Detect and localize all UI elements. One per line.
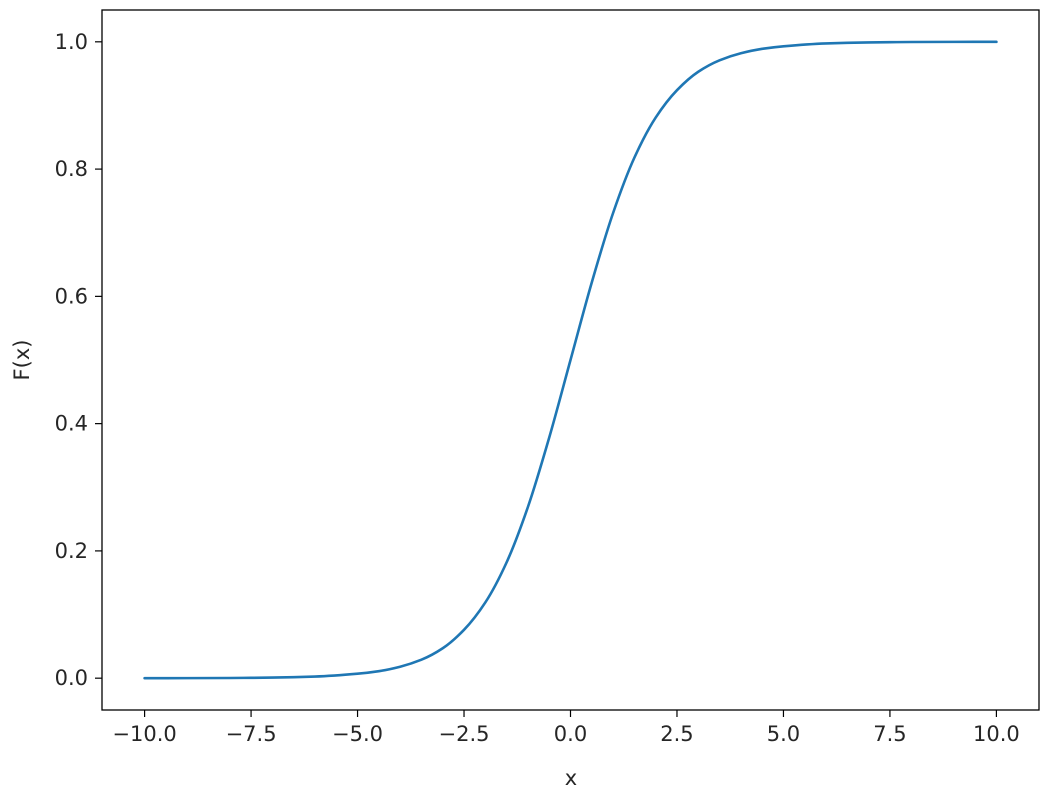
x-tick-label: −5.0 bbox=[332, 722, 383, 746]
x-axis-ticks: −10.0 −7.5 −5.0 −2.5 0.0 2.5 5.0 7.5 10.0 bbox=[112, 710, 1020, 746]
x-tick-label: 5.0 bbox=[767, 722, 800, 746]
y-tick-label: 1.0 bbox=[55, 30, 88, 54]
y-axis-label: F(x) bbox=[10, 340, 34, 381]
y-tick-label: 0.0 bbox=[55, 666, 88, 690]
y-tick-label: 0.8 bbox=[55, 157, 88, 181]
x-tick-label: 7.5 bbox=[873, 722, 906, 746]
y-tick-label: 0.2 bbox=[55, 539, 88, 563]
y-tick-label: 0.6 bbox=[55, 284, 88, 308]
x-axis-label: x bbox=[565, 766, 577, 790]
x-tick-label: 10.0 bbox=[973, 722, 1020, 746]
x-tick-label: −2.5 bbox=[439, 722, 490, 746]
cdf-line bbox=[143, 40, 998, 680]
x-tick-label: 2.5 bbox=[660, 722, 693, 746]
y-axis-ticks: 0.0 0.2 0.4 0.6 0.8 1.0 bbox=[55, 30, 102, 690]
x-tick-label: −10.0 bbox=[112, 722, 176, 746]
plot-frame bbox=[101, 9, 1040, 711]
y-tick-label: 0.4 bbox=[55, 412, 88, 436]
x-tick-label: −7.5 bbox=[226, 722, 277, 746]
x-tick-label: 0.0 bbox=[554, 722, 587, 746]
